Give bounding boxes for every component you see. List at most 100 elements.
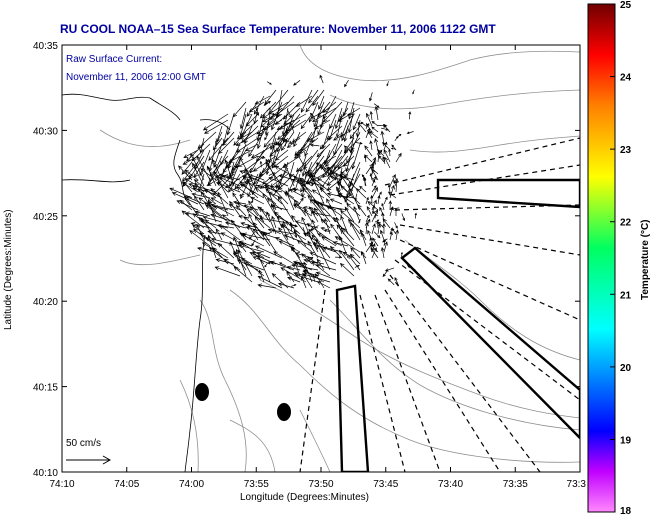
- current-vector: [344, 161, 355, 179]
- current-vector: [343, 155, 355, 167]
- current-vector: [334, 107, 343, 130]
- current-vector: [369, 140, 373, 151]
- current-vector: [293, 204, 313, 217]
- current-vector: [408, 111, 412, 120]
- current-vector: [250, 143, 277, 159]
- current-vector: [369, 174, 376, 183]
- y-tick-label: 40:35: [33, 41, 58, 52]
- current-vector: [225, 221, 247, 229]
- current-vector: [245, 226, 271, 235]
- y-tick-label: 40:30: [33, 126, 58, 137]
- current-vector: [200, 190, 217, 217]
- current-vector: [238, 215, 249, 219]
- current-vector: [371, 223, 376, 235]
- current-vector: [310, 225, 319, 231]
- current-vector: [365, 196, 369, 205]
- current-vector: [218, 137, 235, 155]
- current-vector: [395, 152, 402, 163]
- current-vector: [311, 219, 319, 235]
- current-vector: [323, 167, 329, 172]
- y-tick-label: 40:15: [33, 383, 58, 394]
- current-vector: [256, 143, 271, 162]
- current-vector: [246, 101, 259, 117]
- current-vector: [243, 155, 265, 172]
- current-vector: [248, 131, 265, 157]
- current-vector: [246, 208, 271, 229]
- current-vector: [376, 149, 385, 157]
- current-vector: [271, 215, 277, 229]
- current-vector: [344, 206, 355, 223]
- current-vector: [224, 159, 235, 187]
- current-vector: [302, 273, 331, 283]
- current-vector: [382, 156, 386, 165]
- current-vector: [222, 131, 235, 147]
- current-vector: [394, 135, 399, 142]
- current-vector: [210, 237, 241, 247]
- current-vector: [254, 95, 271, 105]
- current-vector: [265, 188, 283, 205]
- current-vector: [316, 258, 325, 271]
- current-vector: [373, 231, 381, 239]
- x-tick-label: 73:3: [567, 479, 587, 490]
- current-vector: [394, 276, 400, 286]
- current-vector: [369, 110, 373, 121]
- current-vector: [334, 172, 338, 181]
- current-vector: [335, 256, 342, 259]
- current-vector: [387, 191, 397, 199]
- current-vector: [382, 222, 386, 235]
- current-vector: [251, 197, 254, 204]
- current-vector: [232, 101, 247, 118]
- current-vector: [301, 161, 307, 177]
- current-vector: [291, 187, 300, 191]
- current-vector: [382, 269, 389, 278]
- x-tick-label: 74:00: [179, 479, 204, 490]
- current-vector: [329, 113, 337, 130]
- current-vector: [363, 178, 367, 186]
- current-vector: [309, 143, 320, 147]
- figure-title: RU COOL NOAA–15 Sea Surface Temperature:…: [60, 22, 496, 36]
- current-vector: [340, 185, 361, 205]
- current-vector: [374, 138, 379, 151]
- current-vector: [369, 236, 373, 247]
- current-vector: [302, 227, 307, 237]
- map-plot-area: Raw Surface Current: November 11, 2006 1…: [62, 45, 580, 472]
- current-vector: [383, 149, 391, 163]
- current-vector: [400, 251, 403, 258]
- current-vector: [269, 101, 295, 120]
- current-overlay-line1: Raw Surface Current:: [66, 54, 162, 65]
- current-vector: [391, 228, 397, 235]
- colorbar-tick-label: 23: [620, 145, 632, 156]
- current-vector: [300, 113, 313, 130]
- current-vector: [260, 214, 263, 221]
- current-vector: [257, 275, 283, 289]
- current-vector: [365, 214, 370, 223]
- current-vector: [337, 192, 355, 205]
- current-vector: [186, 143, 205, 162]
- current-vector: [251, 239, 256, 247]
- current-vector: [351, 143, 361, 170]
- current-vector: [350, 131, 361, 152]
- current-vector: [339, 249, 355, 271]
- current-vector: [236, 186, 253, 199]
- colorbar-label: Temperature (°C): [640, 220, 651, 301]
- current-vector: [342, 227, 355, 241]
- current-vector: [380, 130, 385, 145]
- current-vector: [322, 101, 343, 123]
- current-vector: [232, 192, 241, 205]
- current-vector: [270, 229, 281, 235]
- current-vector: [264, 262, 268, 268]
- current-vector: [297, 197, 304, 206]
- current-vector: [283, 107, 301, 126]
- current-vector: [274, 237, 295, 247]
- current-vector: [200, 168, 217, 181]
- x-axis-ticks: 74:10 74:05 74:00 73:55 73:50 73:45 73:40 73:35…: [49, 45, 586, 490]
- current-vector: [197, 131, 217, 149]
- current-vector: [278, 262, 286, 267]
- current-vector: [317, 161, 337, 182]
- current-vector: [364, 154, 373, 163]
- current-vector: [241, 234, 265, 247]
- current-vector: [305, 95, 319, 113]
- current-vector: [289, 189, 307, 199]
- current-vector: [200, 219, 229, 229]
- current-vector: [202, 113, 229, 131]
